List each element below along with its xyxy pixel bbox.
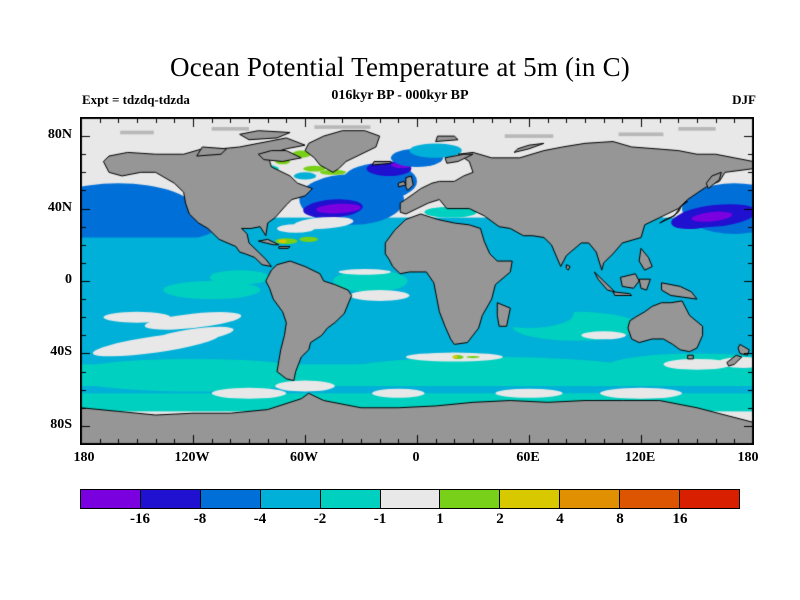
colorbar-label-8: 8 <box>616 511 624 527</box>
lat-tick-80S: 80S <box>50 416 72 432</box>
chart-subtitle: 016kyr BP - 000kyr BP <box>331 88 469 103</box>
colorbar-label-3: -2 <box>313 511 327 527</box>
map-plot-area <box>80 117 754 445</box>
lon-tick-120E: 120E <box>624 450 656 465</box>
map-data-layer <box>81 118 753 444</box>
lat-tick-40S: 40S <box>50 344 72 360</box>
lon-tick-60E: 60E <box>516 450 540 465</box>
colorbar-label-4: -1 <box>373 511 387 527</box>
colorbar-segment-1 <box>140 490 201 508</box>
colorbar-label-7: 4 <box>556 511 564 527</box>
lat-tick-80N: 80N <box>47 127 72 143</box>
colorbar-segment-6 <box>440 490 501 508</box>
page-title: Ocean Potential Temperature at 5m (in C) <box>170 52 630 82</box>
lat-tick-0: 0 <box>65 272 72 287</box>
longitude-axis: 180 120W 60W 0 60E 120E 180 <box>74 450 759 472</box>
lat-tick-40N: 40N <box>47 199 72 215</box>
colorbar-label-1: -8 <box>193 511 207 527</box>
colorbar-label-6: 2 <box>496 511 504 527</box>
season-label: DJF <box>732 92 756 107</box>
colorbar-tick-labels: -16 -8 -4 -2 -1 1 2 4 8 16 <box>80 511 740 533</box>
colorbar-segment-2 <box>200 490 261 508</box>
colorbar-segment-9 <box>620 490 681 508</box>
colorbar-label-9: 16 <box>672 511 688 527</box>
colorbar-segment-3 <box>260 490 321 508</box>
colorbar-label-5: 1 <box>436 511 444 527</box>
lon-tick-0: 0 <box>412 450 420 465</box>
colorbar-label-2: -4 <box>253 511 267 527</box>
colorbar-segment-5 <box>380 490 441 508</box>
latitude-axis: 80N 40N 0 40S 80S <box>8 117 72 443</box>
lon-tick-120W: 120W <box>174 450 210 465</box>
colorbar-segments <box>80 489 740 509</box>
colorbar-segment-7 <box>500 490 561 508</box>
colorbar <box>80 489 740 509</box>
experiment-label: Expt = tdzdq-tdzda <box>82 92 190 107</box>
colorbar-segment-8 <box>560 490 621 508</box>
lon-tick-180: 180 <box>73 450 95 465</box>
colorbar-segment-0 <box>81 490 141 508</box>
lon-tick-60W: 60W <box>290 450 318 465</box>
lon-tick-180: 180 <box>737 450 759 465</box>
colorbar-label-0: -16 <box>130 511 150 527</box>
colorbar-segment-4 <box>320 490 381 508</box>
colorbar-segment-10 <box>680 490 739 508</box>
